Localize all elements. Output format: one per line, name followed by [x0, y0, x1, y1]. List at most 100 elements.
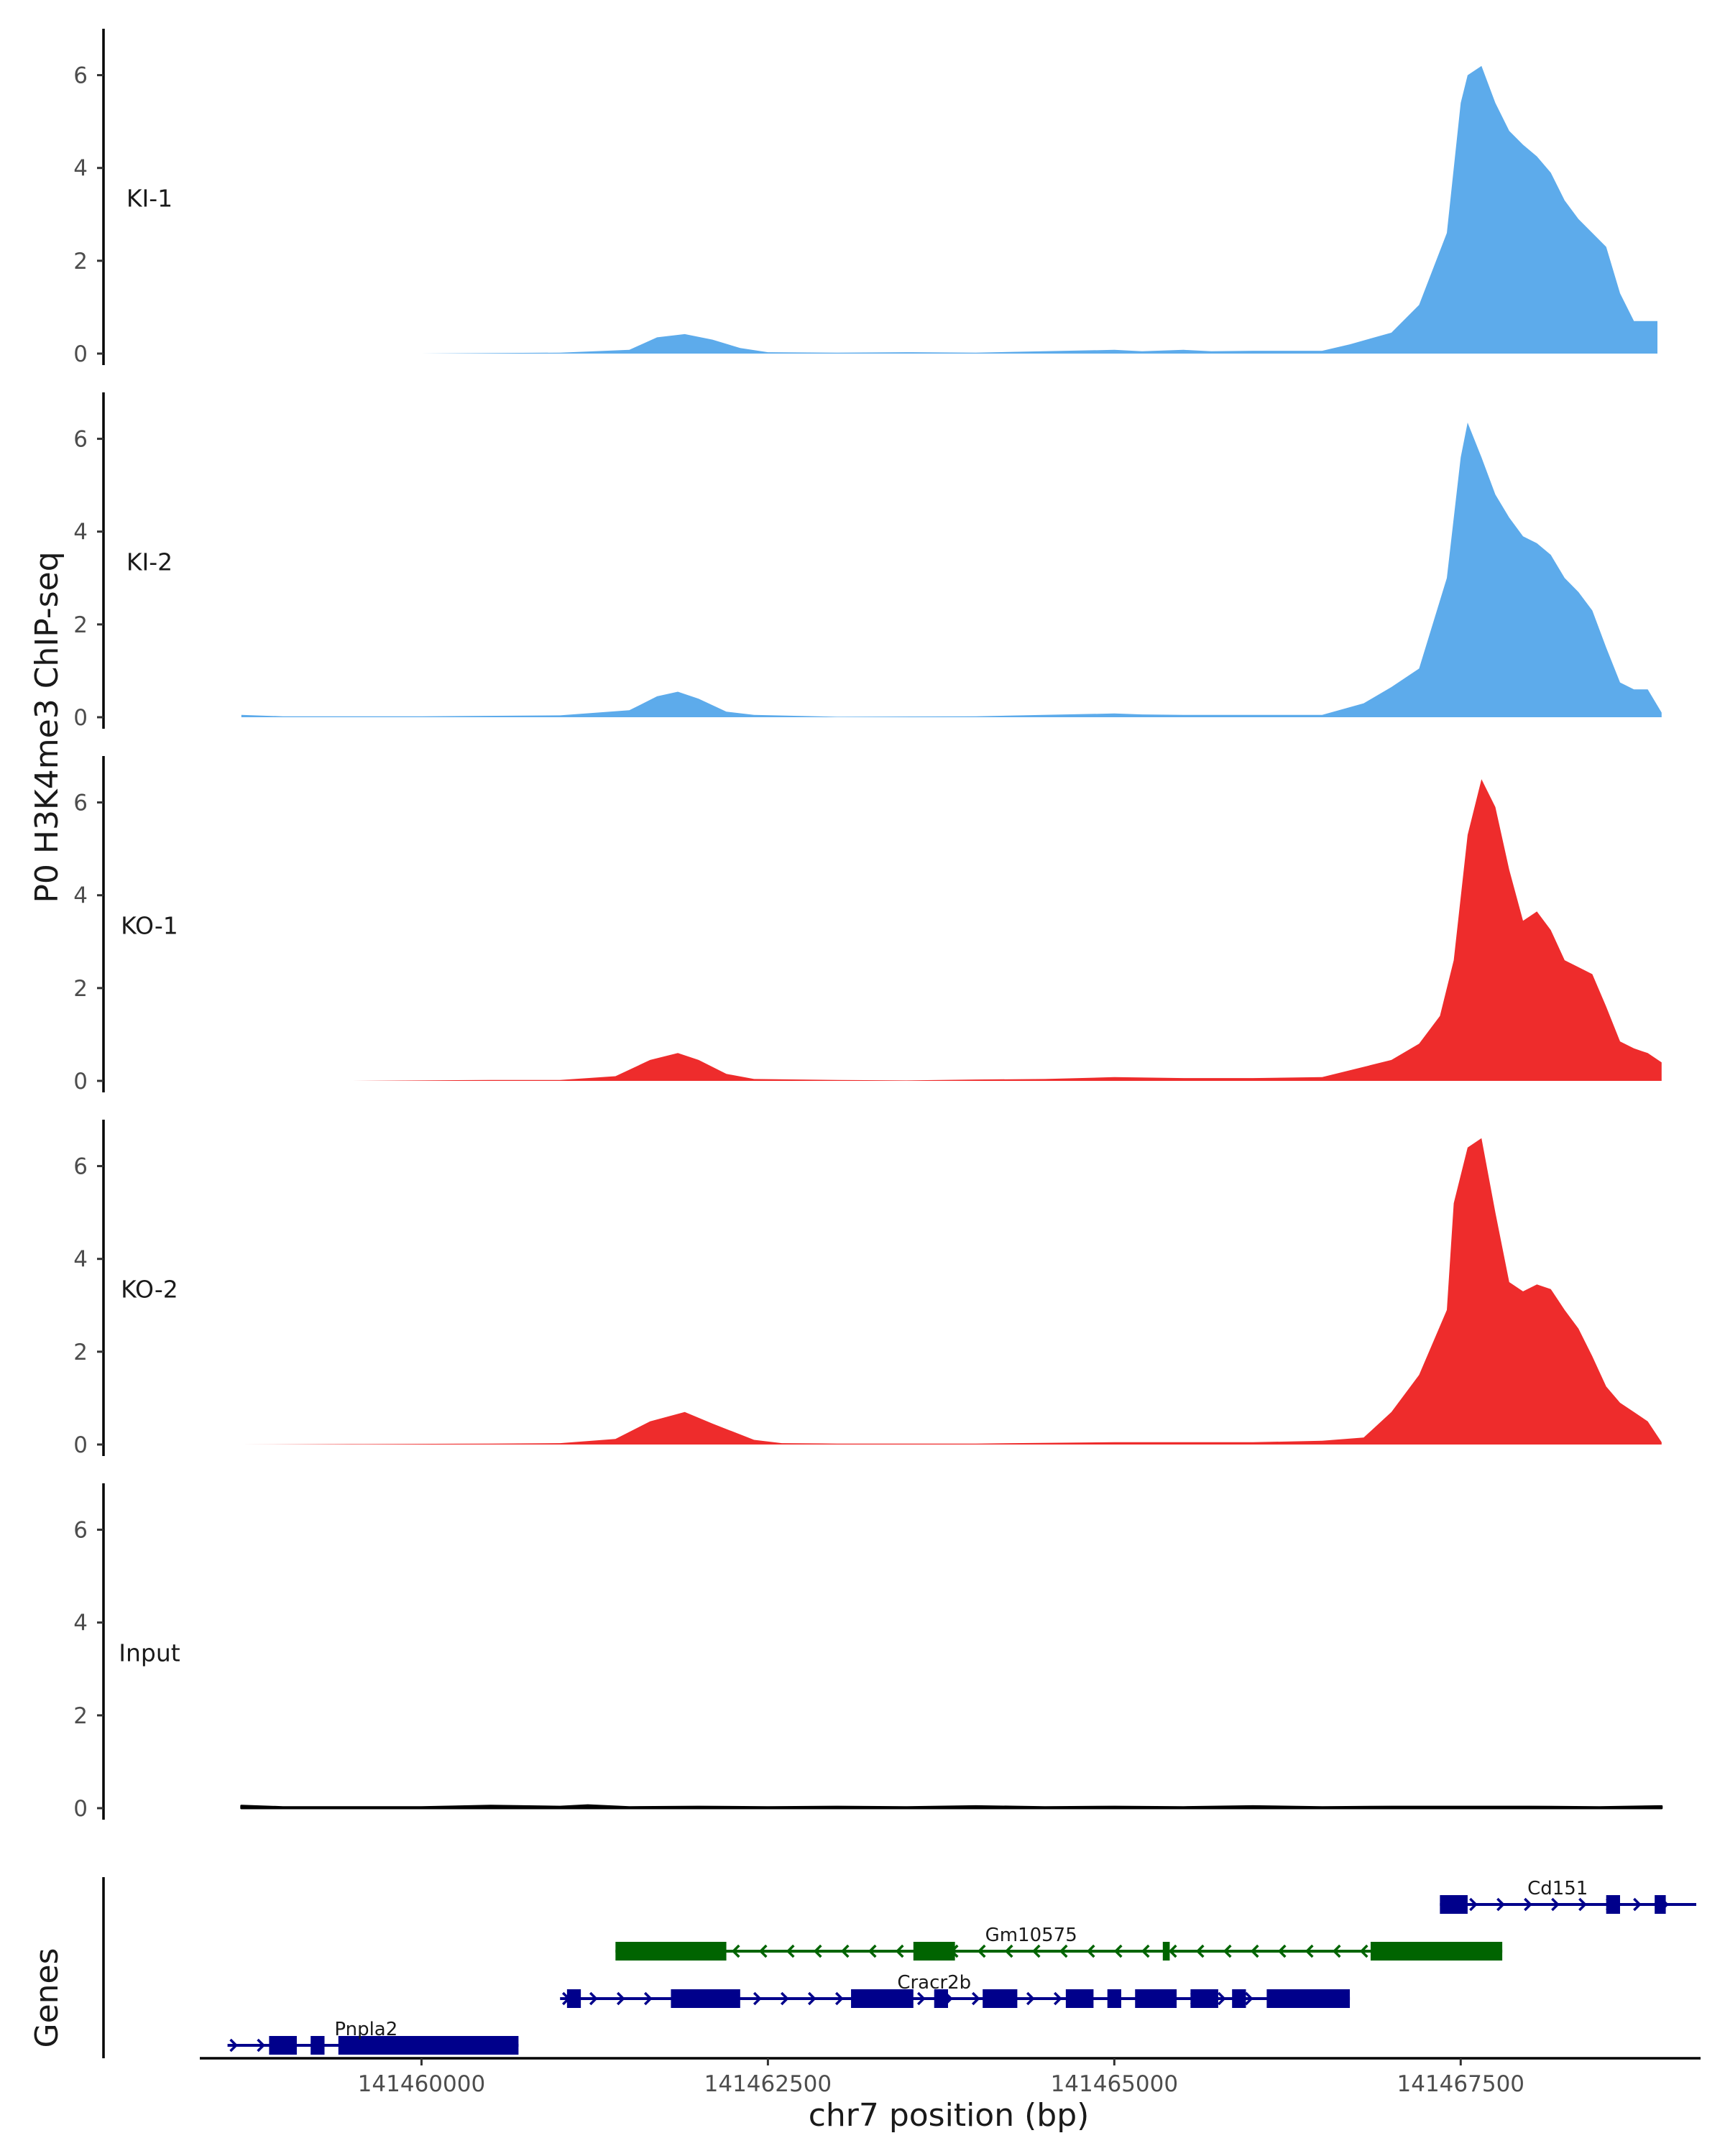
x-tick-label: 141465000 [1051, 2071, 1179, 2097]
gene-exon [615, 1942, 727, 1961]
track-label: KO-2 [121, 1276, 178, 1304]
y-tick-label: 0 [73, 341, 88, 367]
gene-label: Pnpla2 [334, 2019, 397, 2040]
strand-arrow [786, 1944, 795, 1958]
strand-arrow [257, 2038, 266, 2053]
strand-arrow [1359, 1944, 1368, 1958]
strand-arrow [1168, 1944, 1177, 1958]
gene-exon [310, 2036, 325, 2055]
gene-exon [1370, 1942, 1503, 1961]
strand-arrow [1244, 1991, 1254, 2006]
x-tick-label: 141462500 [704, 2071, 832, 2097]
strand-arrow [1026, 1991, 1035, 2006]
y-tick-label: 0 [73, 1069, 88, 1095]
gene-pnpla2: Pnpla2 [227, 2019, 519, 2055]
x-axis: 141460000 141462500 141465000 141467500 [200, 2057, 1701, 2097]
y-tick-label: 4 [73, 1611, 88, 1636]
strand-arrow [758, 1944, 768, 1958]
strand-arrow [807, 1991, 816, 2006]
gene-cd151: Cd151 [1440, 1878, 1696, 1914]
strand-arrow [1195, 1944, 1205, 1958]
gene-exon [1162, 1942, 1170, 1961]
strand-arrow [229, 2038, 239, 2053]
y-tick-label: 6 [73, 1154, 88, 1180]
strand-arrow [589, 1991, 598, 2006]
strand-arrow [1223, 1944, 1232, 1958]
gene-label: Gm10575 [985, 1925, 1077, 1946]
strand-arrow [780, 1991, 789, 2006]
gene-exon [1606, 1895, 1620, 1914]
strand-arrow [977, 1944, 986, 1958]
signal-area-ko-1 [241, 779, 1662, 1081]
y-tick-label: 2 [73, 249, 88, 275]
track-label: KO-1 [121, 912, 178, 940]
gene-exon [269, 2036, 297, 2055]
gene-cracr2b: Cracr2b [560, 1972, 1351, 2008]
strand-arrow [1053, 1991, 1062, 2006]
gene-exon [934, 1989, 948, 2008]
strand-arrow [971, 1991, 980, 2006]
strand-arrow [1217, 1991, 1226, 2006]
strand-arrow [840, 1944, 850, 1958]
strand-arrow [1086, 1944, 1095, 1958]
strand-arrow [1004, 1944, 1013, 1958]
track-panel-ko-1: 0 2 4 6 KO-1 [73, 756, 1662, 1095]
strand-arrow [1551, 1897, 1560, 1912]
gene-exon [913, 1942, 955, 1961]
strand-arrow [1141, 1944, 1150, 1958]
y-tick-label: 6 [73, 1518, 88, 1544]
strand-arrow [616, 1991, 625, 2006]
track-label: KI-2 [126, 548, 172, 576]
y-tick-label: 6 [73, 427, 88, 453]
signal-area-ko-2 [241, 1138, 1662, 1445]
signal-area-input [240, 1804, 1663, 1810]
track-panel-ko-2: 0 2 4 6 KO-2 [73, 1120, 1662, 1458]
gene-exon [1232, 1989, 1246, 2008]
gene-annotation-panel: Cd151 Gm10575 Cracr2b Pnpla2 [102, 1877, 1696, 2058]
strand-arrow [1633, 1897, 1642, 1912]
strand-arrow [834, 1991, 844, 2006]
y-tick-label: 2 [73, 1340, 88, 1365]
strand-arrow [731, 1944, 740, 1958]
x-tick-label: 141467500 [1397, 2071, 1525, 2097]
gene-exon [1107, 1989, 1121, 2008]
strand-arrow [643, 1991, 653, 2006]
track-label: KI-1 [126, 185, 172, 213]
y-tick-label: 4 [73, 883, 88, 909]
strand-arrow [1031, 1944, 1041, 1958]
y-tick-label: 0 [73, 1796, 88, 1822]
signal-tracks: 0 2 4 6 KI-1 0 2 4 6 KI-2 0 2 4 6 KO-1 0 2 4 6 KO-2 0 2 4 6 Inpu… [73, 29, 1663, 1822]
track-panel-input: 0 2 4 6 Input [73, 1483, 1663, 1822]
gene-exon [1440, 1895, 1468, 1914]
strand-arrow [1059, 1944, 1068, 1958]
strand-arrow [1113, 1944, 1123, 1958]
track-panel-ki-1: 0 2 4 6 KI-1 [73, 29, 1658, 367]
strand-arrow [1305, 1944, 1314, 1958]
strand-arrow [1250, 1944, 1259, 1958]
gene-exon [1266, 1989, 1351, 2008]
y-tick-label: 2 [73, 976, 88, 1002]
x-tick-label: 141460000 [358, 2071, 486, 2097]
strand-arrow [1277, 1944, 1287, 1958]
strand-arrow [1578, 1897, 1587, 1912]
gene-exon [851, 1989, 914, 2008]
genes-panel-title: Genes [29, 1948, 65, 2047]
gene-exon [1190, 1989, 1218, 2008]
strand-arrow [813, 1944, 822, 1958]
gene-exon [338, 2036, 519, 2055]
strand-arrow [895, 1944, 904, 1958]
y-tick-label: 4 [73, 156, 88, 182]
gene-exon [1655, 1895, 1666, 1914]
y-tick-label: 6 [73, 63, 88, 89]
x-axis-title: chr7 position (bp) [809, 2097, 1090, 2134]
y-tick-label: 2 [73, 612, 88, 638]
gene-label: Cracr2b [897, 1972, 971, 1994]
y-tick-label: 0 [73, 705, 88, 731]
strand-arrow [1332, 1944, 1341, 1958]
strand-arrow [868, 1944, 877, 1958]
strand-arrow [1524, 1897, 1532, 1912]
track-panel-ki-2: 0 2 4 6 KI-2 [73, 392, 1662, 731]
y-tick-label: 4 [73, 1247, 88, 1273]
gene-exon [1135, 1989, 1177, 2008]
